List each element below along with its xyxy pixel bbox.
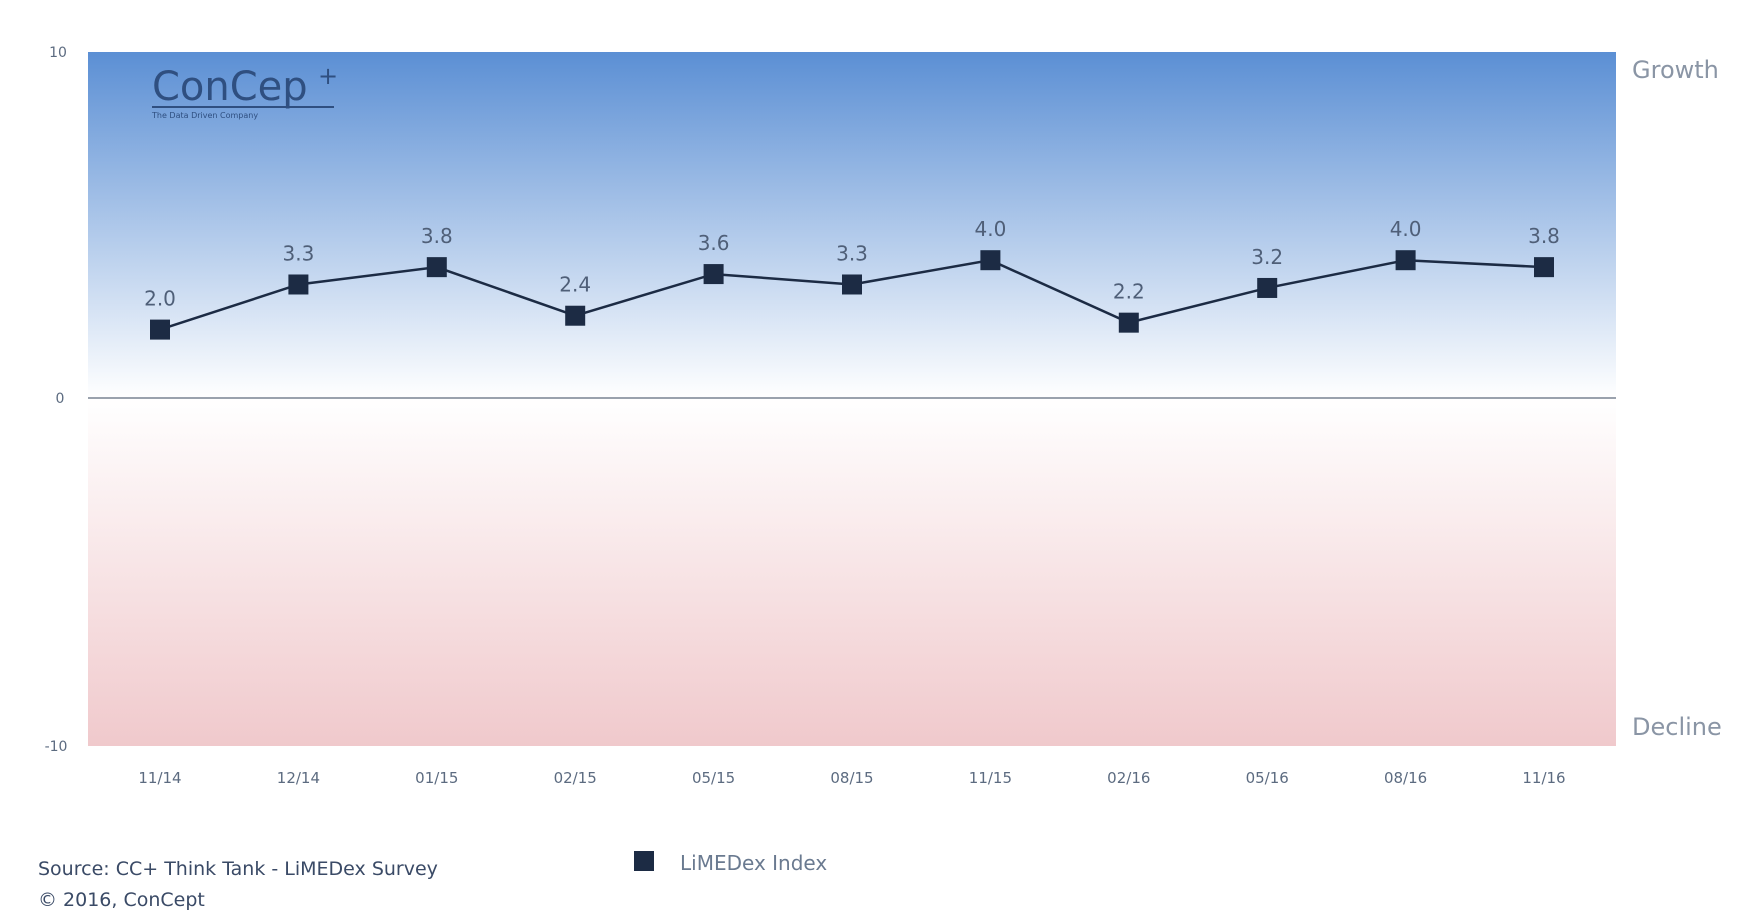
legend: LiMEDex Index (634, 851, 827, 875)
data-point-marker (842, 274, 862, 295)
source-text: Source: CC+ Think Tank - LiMEDex Survey (38, 858, 438, 880)
data-label: 4.0 (974, 217, 1006, 241)
logo-text: ConCep (152, 64, 308, 110)
data-point-marker (150, 319, 170, 340)
data-label: 3.3 (836, 241, 868, 265)
zone-label-growth: Growth (1632, 56, 1719, 84)
logo: ConCep + The Data Driven Company (151, 62, 338, 120)
x-tick-label: 05/15 (692, 769, 735, 787)
x-axis: 11/14 12/14 01/15 02/15 05/15 08/15 11/15 02/16… (138, 769, 1565, 787)
x-tick-label: 02/16 (1107, 769, 1150, 787)
data-label: 2.4 (559, 273, 591, 297)
data-point-marker (703, 264, 724, 285)
legend-label: LiMEDex Index (680, 851, 827, 875)
growth-zone (88, 52, 1616, 398)
zone-label-decline: Decline (1632, 713, 1722, 741)
data-point-marker (288, 274, 309, 295)
x-tick-label: 05/16 (1246, 769, 1289, 787)
data-point-marker (426, 257, 447, 278)
logo-plus-icon: + (318, 62, 338, 90)
x-tick-label: 02/15 (554, 769, 597, 787)
footer: Source: CC+ Think Tank - LiMEDex Survey … (38, 858, 438, 911)
data-label: 3.8 (1528, 224, 1560, 248)
legend-marker-icon (634, 851, 654, 871)
copyright-text: © 2016, ConCept (38, 889, 205, 911)
data-point-marker (1118, 312, 1139, 333)
data-point-marker (1534, 257, 1554, 278)
x-tick-label: 08/15 (830, 769, 873, 787)
y-tick-label: 10 (49, 45, 67, 61)
series-line-group: 2.0 3.3 3.8 2.4 3.6 3.3 4.0 2.2 3.2 4.0 3.8 (144, 217, 1560, 340)
data-label: 4.0 (1390, 217, 1422, 241)
x-tick-label: 11/15 (969, 769, 1012, 787)
x-tick-label: 08/16 (1384, 769, 1427, 787)
y-axis: 10 0 -10 (45, 45, 68, 755)
y-tick-label: -10 (45, 739, 68, 755)
data-label: 2.0 (144, 287, 176, 311)
data-label: 3.8 (421, 224, 453, 248)
data-point-marker (1395, 250, 1416, 271)
data-label: 3.2 (1251, 245, 1283, 269)
data-point-marker (980, 250, 1001, 271)
data-label: 2.2 (1113, 280, 1145, 304)
x-tick-label: 12/14 (277, 769, 320, 787)
decline-zone (88, 398, 1616, 746)
plot-background (88, 52, 1616, 746)
y-tick-label: 0 (56, 391, 65, 407)
x-tick-label: 11/16 (1522, 769, 1565, 787)
data-label: 3.3 (282, 241, 314, 265)
data-point-marker (565, 305, 586, 326)
data-label: 3.6 (698, 231, 730, 255)
x-tick-label: 11/14 (138, 769, 181, 787)
x-tick-label: 01/15 (415, 769, 458, 787)
logo-tagline: The Data Driven Company (151, 111, 258, 120)
data-point-marker (1257, 277, 1278, 298)
